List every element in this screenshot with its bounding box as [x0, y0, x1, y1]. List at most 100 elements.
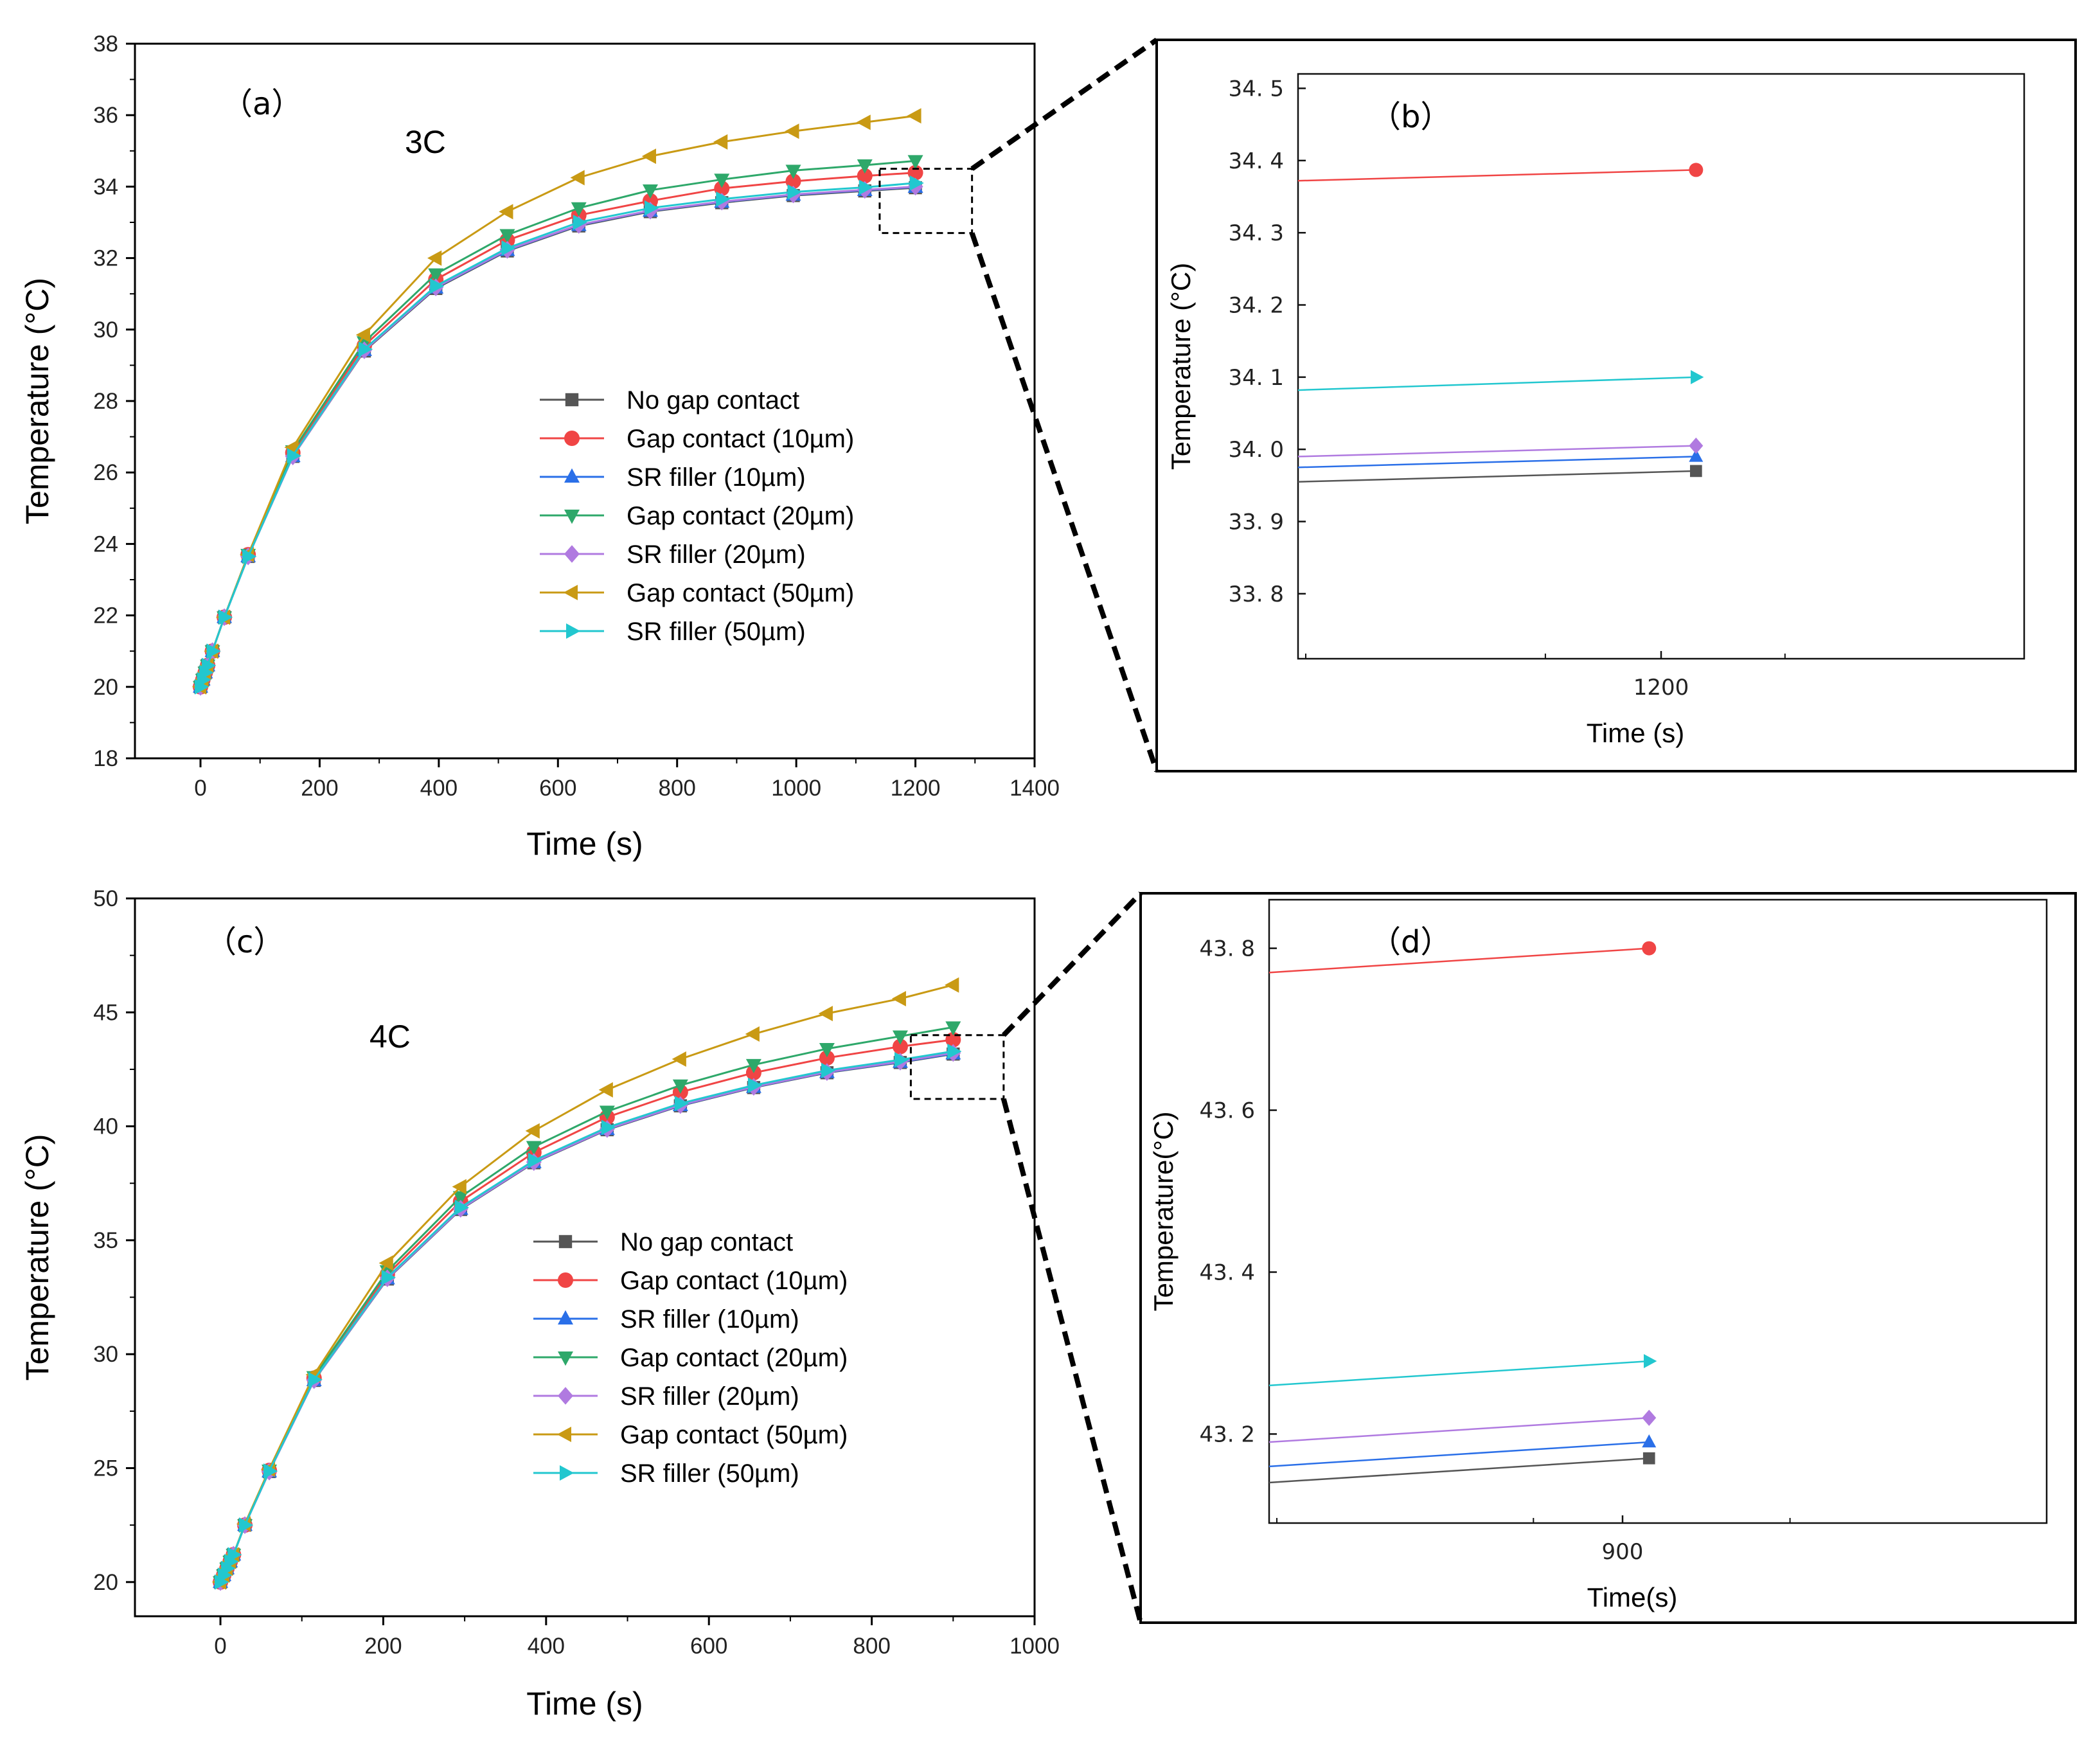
legend-marker — [560, 1465, 574, 1481]
legend-a: No gap contact Gap contact (10µm) SR fille… — [540, 386, 854, 646]
series-line — [1268, 1457, 1650, 1484]
data-point — [1644, 1354, 1657, 1369]
data-point — [525, 1123, 540, 1139]
series-d-0 — [1268, 1452, 1655, 1484]
series-a-6 — [194, 175, 924, 695]
y-tick-label: 36 — [93, 103, 118, 128]
y-tick-label: 34. 3 — [1228, 220, 1284, 246]
data-point — [713, 134, 728, 150]
data-point — [571, 202, 587, 217]
y-tick-label: 30 — [93, 317, 118, 343]
y-axis-title-c: Temperature (°C) — [19, 1134, 55, 1381]
data-point — [601, 1119, 616, 1136]
data-point — [857, 168, 873, 184]
legend-label: SR filler (20µm) — [627, 540, 806, 569]
data-point — [1691, 370, 1704, 384]
c-rate-annotation-c: 4C — [369, 1019, 411, 1055]
x-axis-title-a: Time (s) — [526, 826, 643, 862]
data-point — [206, 643, 221, 659]
x-tick-label: 1200 — [891, 776, 941, 801]
legend-marker — [564, 468, 580, 483]
x-tick-label: 900 — [1602, 1539, 1644, 1565]
data-point — [907, 108, 921, 124]
x-axis-title-c: Time (s) — [526, 1686, 643, 1722]
legend-marker — [556, 1427, 571, 1442]
legend-item: No gap contact — [540, 386, 799, 415]
data-point — [381, 1269, 396, 1285]
x-axis-b: 1200 — [1305, 651, 1786, 700]
data-point — [287, 448, 301, 464]
series-line — [1297, 376, 1696, 391]
panel-label-a: （a） — [222, 86, 302, 122]
data-point — [202, 657, 217, 673]
legend-marker — [558, 1351, 573, 1366]
y-axis-d: 43. 2 43. 4 43. 6 43. 8 — [1199, 936, 1277, 1447]
data-point — [745, 1026, 760, 1042]
y-tick-label: 40 — [93, 1114, 118, 1139]
x-tick-label: 400 — [420, 776, 458, 801]
legend-label: No gap contact — [627, 386, 799, 415]
x-tick-label: 200 — [364, 1634, 402, 1659]
series-line — [1297, 470, 1696, 483]
data-point — [1642, 1434, 1657, 1448]
data-point — [598, 1082, 613, 1098]
data-point — [945, 977, 959, 993]
series-b-2 — [1297, 449, 1704, 468]
data-point — [501, 240, 516, 256]
y-axis-title-a: Temperature (°C) — [19, 278, 55, 524]
data-point — [714, 181, 730, 197]
legend-label: Gap contact (10µm) — [627, 425, 854, 453]
legend-item: SR filler (50µm) — [533, 1459, 799, 1488]
series-b-0 — [1297, 465, 1702, 483]
y-tick-label: 24 — [93, 531, 118, 557]
y-tick-label: 22 — [93, 603, 118, 629]
x-tick-label: 1000 — [771, 776, 821, 801]
y-tick-label: 34 — [93, 174, 118, 199]
panel-a: 0 200 400 600 800 1000 1200 1400 18 20 22 24 26 28 30 3… — [19, 31, 1060, 862]
y-tick-label: 34. 2 — [1228, 293, 1284, 319]
y-axis-b: 33. 8 33. 9 34. 0 34. 1 34. 2 34. 3 34. 4 34. 5 — [1228, 76, 1306, 607]
legend-marker — [558, 1310, 573, 1324]
data-point — [672, 1051, 686, 1067]
series-line — [1268, 1360, 1650, 1387]
x-tick-label: 1200 — [1633, 675, 1689, 700]
y-axis-c: 20 25 30 35 40 45 50 — [93, 886, 135, 1595]
series-d-4 — [1268, 1354, 1657, 1387]
y-tick-label: 38 — [93, 31, 118, 57]
legend-item: Gap contact (10µm) — [533, 1267, 848, 1295]
data-point — [454, 1199, 469, 1215]
x-axis-c: 0 200 400 600 800 1000 — [214, 1616, 1060, 1659]
legend-item: Gap contact (20µm) — [533, 1344, 848, 1372]
y-tick-label: 43. 6 — [1199, 1098, 1255, 1124]
y-tick-label: 34. 5 — [1228, 76, 1284, 102]
series-line — [1268, 1416, 1650, 1443]
data-point — [1689, 437, 1704, 454]
data-point — [242, 548, 257, 564]
panel-d: 43. 2 43. 4 43. 6 43. 8 900 Time(s) Temperatur… — [1139, 892, 2077, 1624]
legend-label: No gap contact — [620, 1228, 793, 1256]
y-tick-label: 20 — [93, 675, 118, 700]
data-point — [787, 184, 802, 200]
data-point — [745, 1058, 761, 1074]
data-point — [1642, 1409, 1657, 1426]
y-tick-label: 20 — [93, 1570, 118, 1595]
panel-label-b: （b） — [1370, 99, 1451, 135]
data-point — [642, 184, 658, 199]
zoom-region-box-c — [909, 1034, 1005, 1100]
data-point — [856, 114, 871, 130]
legend-label: Gap contact (20µm) — [620, 1344, 848, 1372]
panel-label-c: （c） — [206, 924, 284, 960]
legend-label: SR filler (10µm) — [627, 463, 806, 492]
legend-item: Gap contact (20µm) — [540, 502, 854, 530]
legend-item: Gap contact (10µm) — [540, 425, 854, 453]
legend-item: SR filler (10µm) — [540, 463, 806, 492]
series-d-1 — [1268, 941, 1657, 974]
data-point — [672, 1079, 688, 1094]
zoom-panel-border-b — [1155, 39, 2077, 772]
legend-c: No gap contact Gap contact (10µm) SR fille… — [533, 1228, 848, 1488]
data-point — [1689, 163, 1704, 177]
data-point — [785, 165, 801, 179]
data-point — [570, 170, 585, 186]
legend-item: No gap contact — [533, 1228, 793, 1256]
x-tick-label: 400 — [528, 1634, 565, 1659]
